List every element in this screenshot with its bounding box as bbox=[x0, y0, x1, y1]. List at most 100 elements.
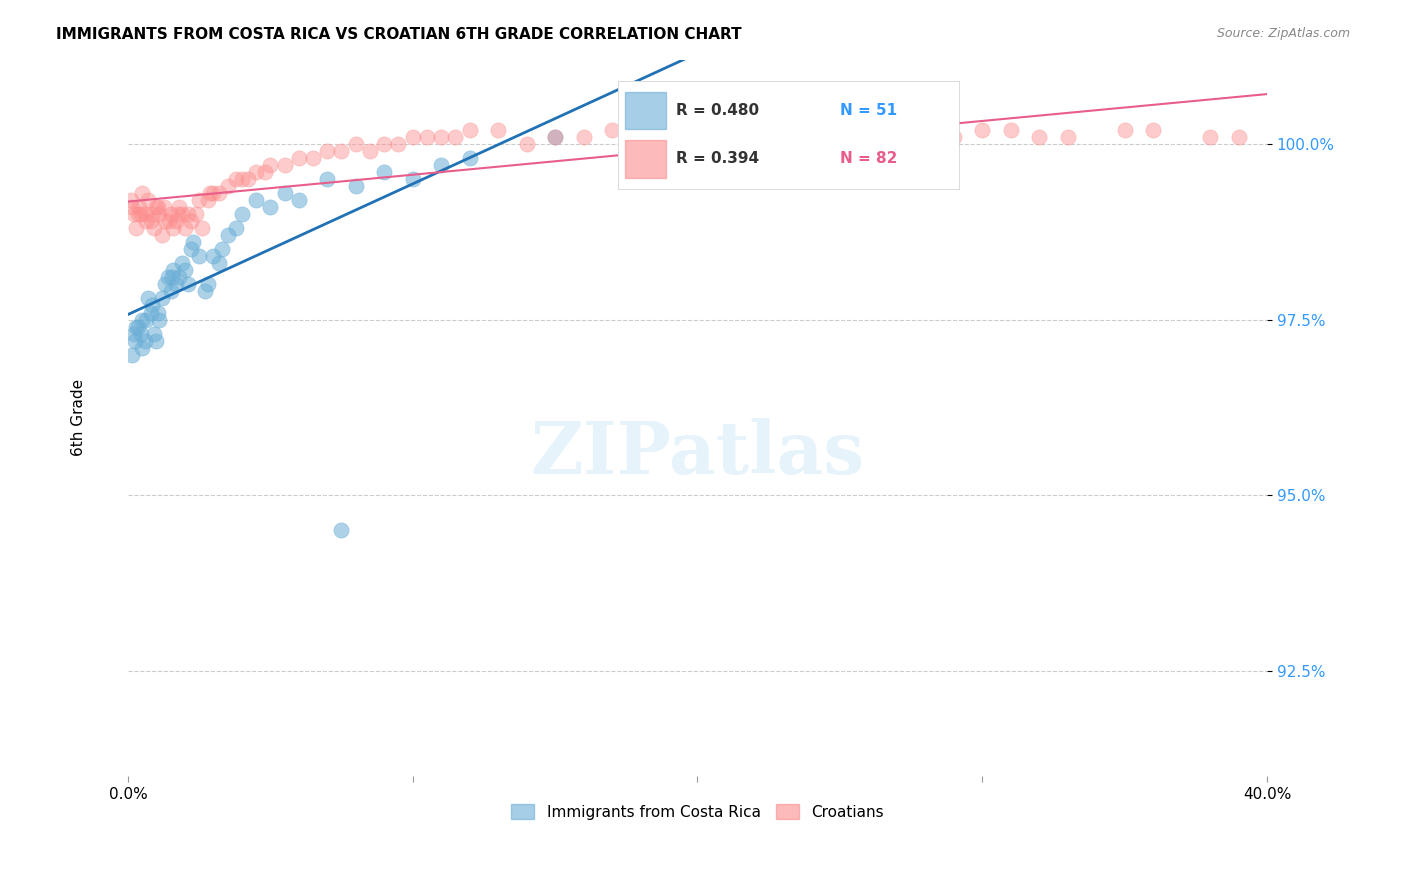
Point bbox=[131, 341, 153, 355]
Point bbox=[127, 207, 149, 221]
Point bbox=[146, 200, 169, 214]
Point bbox=[828, 129, 851, 144]
Point bbox=[516, 136, 538, 151]
Point bbox=[225, 221, 247, 235]
Point bbox=[170, 256, 193, 270]
Point bbox=[145, 334, 167, 348]
Point bbox=[858, 123, 880, 137]
Point bbox=[344, 136, 367, 151]
Point bbox=[197, 193, 219, 207]
Point bbox=[344, 179, 367, 194]
Point bbox=[1000, 123, 1022, 137]
Point bbox=[170, 207, 193, 221]
Point bbox=[686, 129, 709, 144]
Point bbox=[166, 207, 188, 221]
Point bbox=[373, 136, 395, 151]
Point bbox=[150, 292, 173, 306]
Point bbox=[202, 186, 225, 200]
Point bbox=[162, 221, 184, 235]
Point bbox=[177, 207, 200, 221]
Point bbox=[120, 193, 142, 207]
Point bbox=[359, 144, 381, 158]
Point bbox=[458, 123, 481, 137]
Point bbox=[208, 186, 231, 200]
Point bbox=[217, 228, 239, 243]
Point bbox=[135, 312, 157, 326]
Point bbox=[148, 312, 170, 326]
Point bbox=[658, 123, 681, 137]
Point bbox=[714, 129, 737, 144]
Point bbox=[153, 277, 176, 292]
Point bbox=[177, 277, 200, 292]
Point bbox=[142, 326, 165, 341]
Point bbox=[217, 179, 239, 194]
Point bbox=[544, 129, 567, 144]
Point bbox=[402, 172, 425, 186]
Point bbox=[373, 165, 395, 179]
Point bbox=[416, 129, 439, 144]
Point bbox=[125, 319, 148, 334]
Point bbox=[127, 319, 149, 334]
Point bbox=[165, 277, 187, 292]
Point bbox=[135, 214, 157, 228]
Point bbox=[146, 305, 169, 319]
Point bbox=[134, 207, 156, 221]
Text: IMMIGRANTS FROM COSTA RICA VS CROATIAN 6TH GRADE CORRELATION CHART: IMMIGRANTS FROM COSTA RICA VS CROATIAN 6… bbox=[56, 27, 742, 42]
Point bbox=[131, 312, 153, 326]
Point bbox=[167, 270, 190, 285]
Y-axis label: 6th Grade: 6th Grade bbox=[72, 379, 86, 457]
Point bbox=[253, 165, 276, 179]
Point bbox=[225, 172, 247, 186]
Point bbox=[302, 151, 325, 165]
Point bbox=[180, 214, 202, 228]
Point bbox=[387, 136, 409, 151]
Point bbox=[288, 193, 311, 207]
Point bbox=[458, 151, 481, 165]
Point bbox=[156, 270, 179, 285]
Point bbox=[231, 207, 253, 221]
Point bbox=[273, 158, 295, 172]
Point bbox=[167, 200, 190, 214]
Legend: Immigrants from Costa Rica, Croatians: Immigrants from Costa Rica, Croatians bbox=[505, 797, 890, 826]
Point bbox=[150, 228, 173, 243]
Point bbox=[486, 123, 509, 137]
Point bbox=[121, 348, 143, 362]
Point bbox=[153, 214, 176, 228]
Point bbox=[159, 285, 181, 299]
Point bbox=[236, 172, 259, 186]
Point bbox=[194, 285, 217, 299]
Point bbox=[197, 277, 219, 292]
Point bbox=[972, 123, 994, 137]
Point bbox=[1199, 129, 1222, 144]
Point bbox=[402, 129, 425, 144]
Point bbox=[273, 186, 295, 200]
Point bbox=[1056, 129, 1078, 144]
Point bbox=[148, 207, 170, 221]
Point bbox=[180, 242, 202, 256]
Text: ZIPatlas: ZIPatlas bbox=[530, 418, 865, 489]
Point bbox=[141, 207, 163, 221]
Point bbox=[211, 242, 233, 256]
Point bbox=[288, 151, 311, 165]
Point bbox=[173, 221, 195, 235]
Point bbox=[129, 207, 152, 221]
Point bbox=[1028, 129, 1050, 144]
Point bbox=[1142, 123, 1164, 137]
Point bbox=[886, 123, 908, 137]
Point bbox=[186, 207, 208, 221]
Point bbox=[188, 193, 211, 207]
Point bbox=[259, 200, 281, 214]
Point bbox=[630, 116, 652, 130]
Point bbox=[173, 263, 195, 277]
Point bbox=[134, 334, 156, 348]
Point bbox=[152, 200, 174, 214]
Point bbox=[202, 249, 225, 263]
Point bbox=[136, 292, 159, 306]
Point bbox=[200, 186, 222, 200]
Point bbox=[129, 326, 152, 341]
Point bbox=[122, 207, 145, 221]
Point bbox=[162, 263, 184, 277]
Point bbox=[330, 144, 353, 158]
Point bbox=[259, 158, 281, 172]
Point bbox=[544, 129, 567, 144]
